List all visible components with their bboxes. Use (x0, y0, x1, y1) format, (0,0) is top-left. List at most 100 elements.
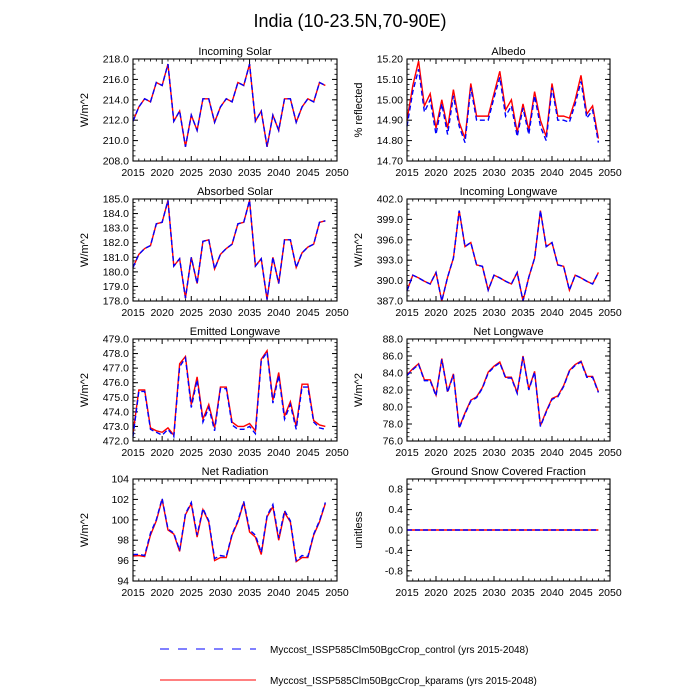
x-tick-label: 2020 (424, 307, 448, 319)
y-tick-label: 475.0 (103, 392, 129, 404)
series-line-control (132, 350, 326, 439)
panel-0: Incoming Solar W/m^2 2015 2020 2025 2030 2035 2… (79, 46, 349, 179)
x-tick-label: 2040 (540, 587, 564, 599)
x-tick-label: 2035 (511, 587, 535, 599)
y-tick-label: 100 (111, 514, 129, 526)
x-tick-label: 2045 (296, 167, 320, 179)
y-axis-label: W/m^2 (79, 373, 91, 407)
y-tick-label: 210.0 (103, 135, 129, 147)
x-tick-label: 2020 (150, 167, 174, 179)
y-tick-label: 86.0 (383, 351, 404, 363)
x-tick-label: 2050 (598, 167, 622, 179)
y-tick-label: -0.8 (385, 565, 403, 577)
y-tick-label: 218.0 (103, 54, 129, 66)
y-tick-label: 474.0 (103, 406, 129, 418)
x-tick-label: 2015 (121, 447, 145, 459)
panel-title: Incoming Solar (198, 46, 272, 58)
plot-frame (406, 198, 611, 302)
panel-title: Net Longwave (473, 326, 543, 338)
panel-title: Ground Snow Covered Fraction (431, 466, 586, 478)
x-tick-label: 2045 (569, 587, 593, 599)
y-tick-label: 82.0 (383, 385, 404, 397)
y-tick-label: 98 (117, 535, 129, 547)
y-tick-label: 182.0 (103, 237, 129, 249)
x-tick-label: 2035 (511, 307, 535, 319)
y-tick-label: 402.0 (377, 194, 403, 206)
panel-6: Net Radiation W/m^2 2015 2020 2025 2030 2035 20… (79, 466, 349, 599)
x-tick-label: 2020 (424, 447, 448, 459)
y-tick-label: 185.0 (103, 194, 129, 206)
x-tick-label: 2035 (511, 447, 535, 459)
panel-4: Emitted Longwave W/m^2 2015 2020 2025 2030 203… (79, 326, 349, 459)
x-tick-label: 2030 (209, 587, 233, 599)
x-tick-label: 2030 (482, 447, 506, 459)
y-axis-label: unitless (353, 511, 365, 549)
plot-frame (132, 478, 338, 582)
x-tick-label: 2020 (424, 587, 448, 599)
y-tick-label: 184.0 (103, 208, 129, 220)
y-tick-label: 476.0 (103, 377, 129, 389)
y-tick-label: 178.0 (103, 296, 129, 308)
y-tick-label: 94 (117, 576, 129, 588)
y-tick-label: 84.0 (383, 368, 404, 380)
plot-frame (132, 338, 338, 442)
x-tick-label: 2020 (150, 307, 174, 319)
x-tick-label: 2025 (453, 447, 477, 459)
y-tick-label: 14.70 (377, 156, 403, 168)
y-tick-label: 15.10 (377, 74, 403, 86)
x-tick-label: 2030 (482, 307, 506, 319)
x-tick-label: 2045 (296, 587, 320, 599)
y-tick-label: 0.0 (388, 525, 403, 537)
x-tick-label: 2040 (267, 167, 291, 179)
panel-5: Net Longwave W/m^2 2015 2020 2025 2030 2035 204… (353, 326, 622, 459)
panel-title: Net Radiation (202, 466, 269, 478)
x-tick-label: 2015 (395, 447, 419, 459)
x-tick-label: 2015 (395, 587, 419, 599)
x-tick-label: 2035 (238, 447, 262, 459)
y-tick-label: 14.90 (377, 115, 403, 127)
figure-title: India (10-23.5N,70-90E) (253, 11, 446, 31)
series-line-kparams (132, 499, 327, 563)
plot-frame (132, 58, 338, 162)
x-tick-label: 2050 (325, 587, 349, 599)
x-tick-label: 2030 (482, 587, 506, 599)
series-line-control (132, 63, 326, 147)
series-line-kparams (132, 63, 326, 147)
panel-7: Ground Snow Covered Fraction unitless 2015… (353, 466, 622, 599)
legend-control-label: Myccost_ISSP585Clm50BgcCrop_control (yrs… (270, 645, 528, 656)
x-tick-label: 2015 (395, 167, 419, 179)
x-tick-label: 2030 (209, 307, 233, 319)
x-tick-label: 2015 (121, 587, 145, 599)
x-tick-label: 2020 (424, 167, 448, 179)
y-tick-label: 76.0 (383, 436, 404, 448)
y-tick-label: 179.0 (103, 281, 129, 293)
y-tick-label: 80.0 (383, 402, 404, 414)
y-tick-label: 214.0 (103, 94, 129, 106)
y-tick-label: 183.0 (103, 223, 129, 235)
y-tick-label: 102 (111, 494, 129, 506)
y-tick-label: 208.0 (103, 156, 129, 168)
x-tick-label: 2050 (325, 167, 349, 179)
x-tick-label: 2025 (180, 447, 204, 459)
y-tick-label: 477.0 (103, 363, 129, 375)
plot-frame (406, 338, 611, 442)
x-tick-label: 2025 (180, 307, 204, 319)
panel-1: Albedo % reflected 2015 2020 2025 2030 2035 204… (353, 46, 622, 179)
series-line-kparams (406, 210, 600, 302)
panel-title: Emitted Longwave (190, 326, 281, 338)
x-tick-label: 2045 (569, 307, 593, 319)
x-tick-label: 2030 (482, 167, 506, 179)
y-tick-label: 390.0 (377, 275, 403, 287)
y-tick-label: 387.0 (377, 296, 403, 308)
y-tick-label: 180.0 (103, 266, 129, 278)
x-tick-label: 2040 (540, 447, 564, 459)
x-tick-label: 2015 (121, 307, 145, 319)
y-tick-label: 479.0 (103, 334, 129, 346)
x-tick-label: 2035 (511, 167, 535, 179)
y-tick-label: 399.0 (377, 214, 403, 226)
x-tick-label: 2020 (150, 587, 174, 599)
y-axis-label: % reflected (353, 82, 365, 137)
y-tick-label: 396.0 (377, 234, 403, 246)
y-tick-label: 15.20 (377, 54, 403, 66)
